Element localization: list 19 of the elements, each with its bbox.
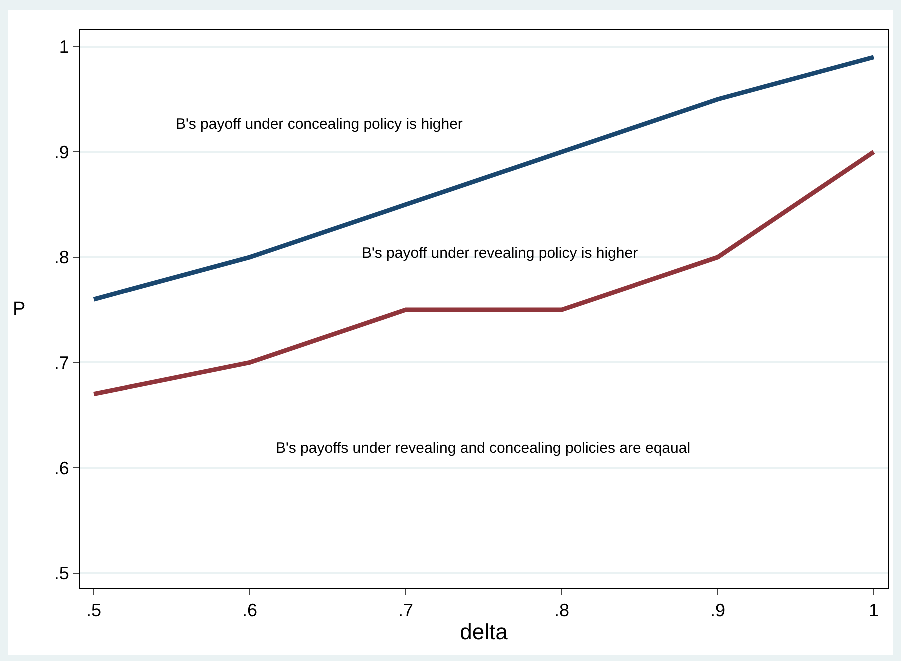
x-tick-label: .8 [554,600,570,621]
x-tick-label: .7 [398,600,414,621]
line-series [92,150,876,397]
annotation: B's payoff under concealing policy is higher [176,116,463,133]
annotation: B's payoff under revealing policy is higher [362,245,638,262]
x-tick-label: .5 [86,600,102,621]
x-axis-title: delta [460,620,509,644]
y-axis-title: P [13,299,26,320]
x-tick-label: .9 [710,600,726,621]
y-tick-label: .9 [54,142,70,162]
y-tick-label: 1 [59,37,70,58]
line-series [92,55,876,302]
y-tick-label: .5 [54,564,70,584]
x-tick-label: .6 [242,600,258,621]
x-tick-label: 1 [868,600,879,621]
y-tick-label: .7 [54,352,70,373]
y-tick-label: .6 [54,458,70,478]
annotation: B's payoffs under revealing and concealing policies are eqaual [276,440,691,457]
y-tick-label: .8 [54,248,70,268]
